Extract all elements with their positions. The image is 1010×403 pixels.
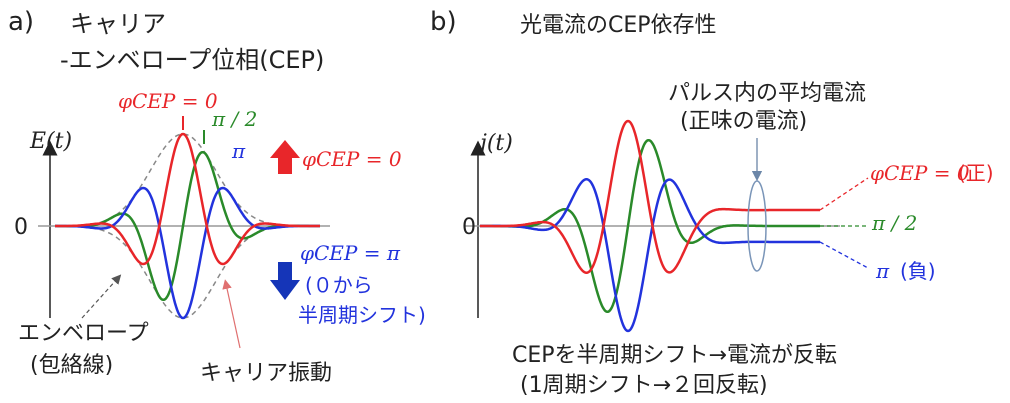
continuation-pi <box>819 241 869 269</box>
current-curve-halfpi <box>480 138 820 314</box>
arrow-down-icon <box>270 262 300 300</box>
label-halfpi: π / 2 <box>871 211 917 235</box>
envelope-lower-curve <box>54 225 319 319</box>
panel-b-y-axis-label: j(t) <box>475 131 513 156</box>
arrow-up-label: φCEP = 0 <box>302 147 402 171</box>
avg-current-line1: パルス内の平均電流 <box>668 81 866 106</box>
arrow-down-label: φCEP = π <box>300 241 401 265</box>
panel-a-title-line2: -エンベロープ位相(CEP) <box>60 46 324 74</box>
current-curve-pi <box>480 178 820 333</box>
label-pi: π <box>875 259 890 283</box>
panel-b-zero-label: 0 <box>462 215 476 240</box>
shift-note-line1: (０から <box>305 273 373 297</box>
envelope-upper-curve <box>54 133 319 227</box>
panel-a-title-line1: キャリア <box>70 10 166 38</box>
carrier-wave-pi <box>55 186 320 320</box>
phase-halfpi-label: π / 2 <box>211 107 257 131</box>
avg-current-line2: (正味の電流) <box>680 109 807 134</box>
label-pi-sign: (負) <box>900 259 936 283</box>
caption-line2: (1周期シフト→２回反転) <box>520 373 768 398</box>
panel-b-label: b) <box>430 7 457 37</box>
label-phase0-sign: (正) <box>958 161 994 185</box>
caption-line1: CEPを半周期シフト→電流が反転 <box>512 343 837 368</box>
envelope-label-line1: エンベロープ <box>18 321 149 346</box>
shift-note-line2: 半周期シフト) <box>298 303 426 327</box>
envelope-label-line2: (包絡線) <box>30 353 113 378</box>
carrier-pointer <box>222 279 241 349</box>
carrier-wave-0 <box>55 132 320 266</box>
phase-0-label: φCEP = 0 <box>118 89 218 113</box>
continuation-0 <box>819 177 869 211</box>
panel-b-title: 光電流のCEP依存性 <box>520 13 717 38</box>
current-curve-0 <box>480 119 820 274</box>
panel-a-label: a) <box>8 7 34 37</box>
label-phase0: φCEP = 0 <box>870 161 970 185</box>
arrow-up-icon <box>270 140 300 174</box>
envelope-pointer <box>81 274 122 319</box>
carrier-label: キャリア振動 <box>200 361 332 386</box>
panel-a-zero-label: 0 <box>14 215 28 240</box>
phase-pi-label: π <box>231 139 246 163</box>
panel-a-y-axis-label: E(t) <box>29 129 72 154</box>
